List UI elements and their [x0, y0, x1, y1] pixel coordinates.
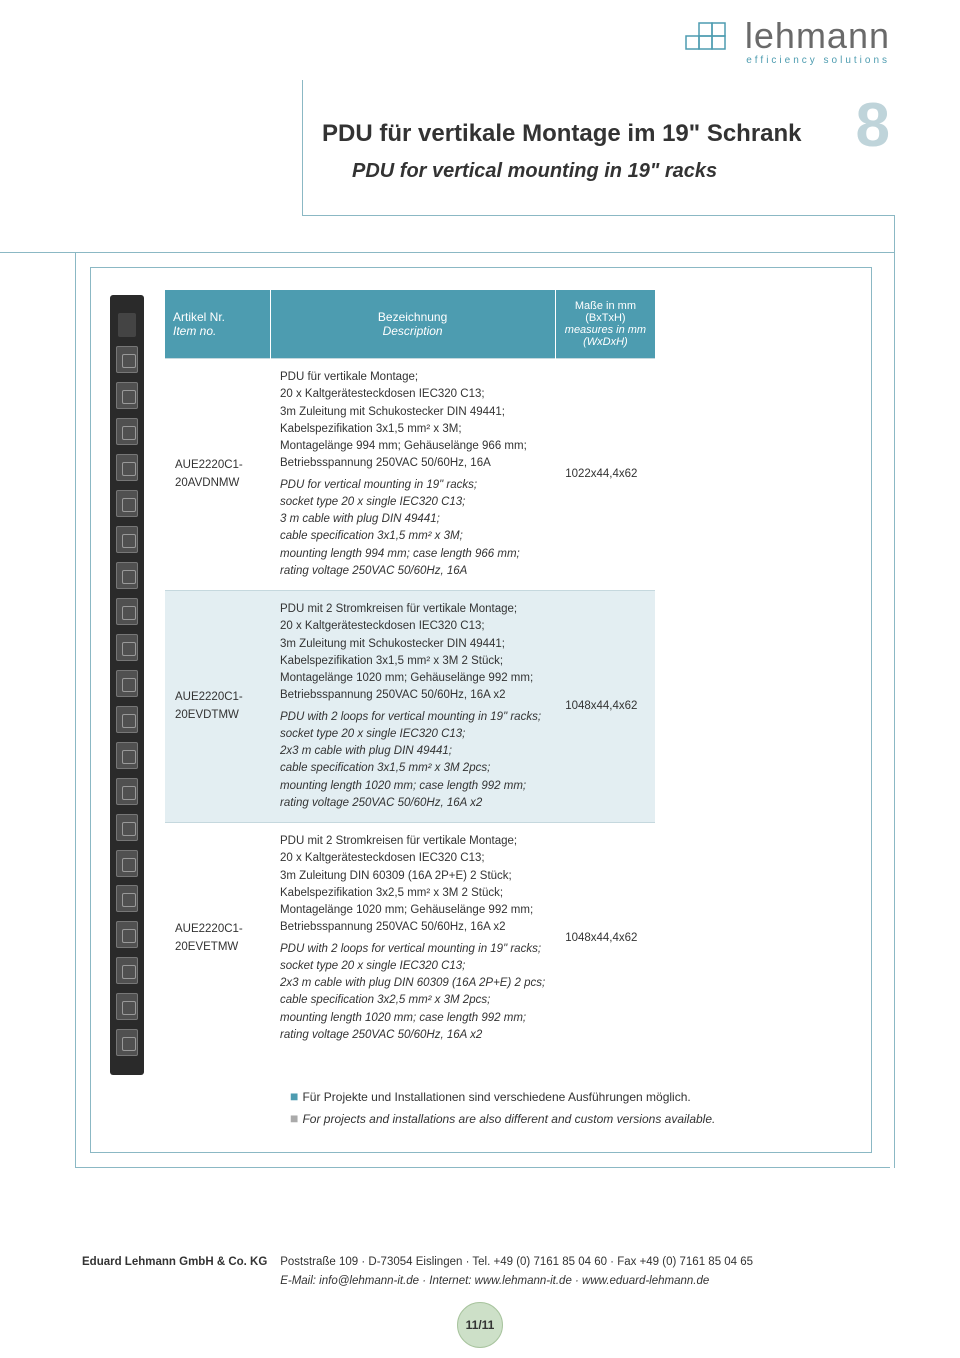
frame-right-rule	[894, 215, 895, 1168]
spec-table: Artikel Nr. Item no. Bezeichnung Descrip…	[165, 290, 655, 1054]
note-de: Für Projekte und Installationen sind ver…	[302, 1090, 690, 1104]
header-article: Artikel Nr. Item no.	[165, 290, 270, 359]
logo: lehmann efficiency solutions	[683, 18, 890, 66]
note-en: For projects and installations are also …	[302, 1112, 715, 1126]
logo-grid-icon	[683, 22, 733, 62]
cell-description: PDU für vertikale Montage; 20 x Kaltgerä…	[270, 359, 555, 591]
page-number: 8	[856, 90, 890, 161]
cell-article-id: AUE2220C1-20EVDTMW	[165, 591, 270, 823]
footer-company: Eduard Lehmann GmbH & Co. KG	[82, 1253, 277, 1271]
cell-dimensions: 1048x44,4x62	[555, 591, 655, 823]
title-block: PDU für vertikale Montage im 19" Schrank…	[322, 120, 802, 183]
cell-description: PDU mit 2 Stromkreisen für vertikale Mon…	[270, 823, 555, 1055]
pdu-product-image	[110, 295, 144, 1075]
footer-address: Poststraße 109 · D-73054 Eislingen · Tel…	[280, 1253, 753, 1290]
header-dimensions: Maße in mm (BxTxH) measures in mm (WxDxH…	[555, 290, 655, 359]
cell-dimensions: 1048x44,4x62	[555, 823, 655, 1055]
title-en: PDU for vertical mounting in 19" racks	[352, 160, 802, 183]
cell-description: PDU mit 2 Stromkreisen für vertikale Mon…	[270, 591, 555, 823]
notes: ■Für Projekte und Installationen sind ve…	[290, 1085, 715, 1130]
footer: Eduard Lehmann GmbH & Co. KG Poststraße …	[82, 1253, 890, 1290]
vertical-rule	[302, 80, 303, 215]
horizontal-rule-top	[302, 215, 895, 216]
logo-tagline: efficiency solutions	[745, 56, 890, 66]
cell-dimensions: 1022x44,4x62	[555, 359, 655, 591]
page-badge: 11/11	[457, 1302, 503, 1348]
table-row: AUE2220C1-20AVDNMWPDU für vertikale Mont…	[165, 359, 655, 591]
cell-article-id: AUE2220C1-20AVDNMW	[165, 359, 270, 591]
cell-article-id: AUE2220C1-20EVETMW	[165, 823, 270, 1055]
table-row: AUE2220C1-20EVETMWPDU mit 2 Stromkreisen…	[165, 823, 655, 1055]
title-de: PDU für vertikale Montage im 19" Schrank	[322, 120, 802, 148]
header-description: Bezeichnung Description	[270, 290, 555, 359]
logo-brand: lehmann	[745, 18, 890, 54]
table-row: AUE2220C1-20EVDTMWPDU mit 2 Stromkreisen…	[165, 591, 655, 823]
